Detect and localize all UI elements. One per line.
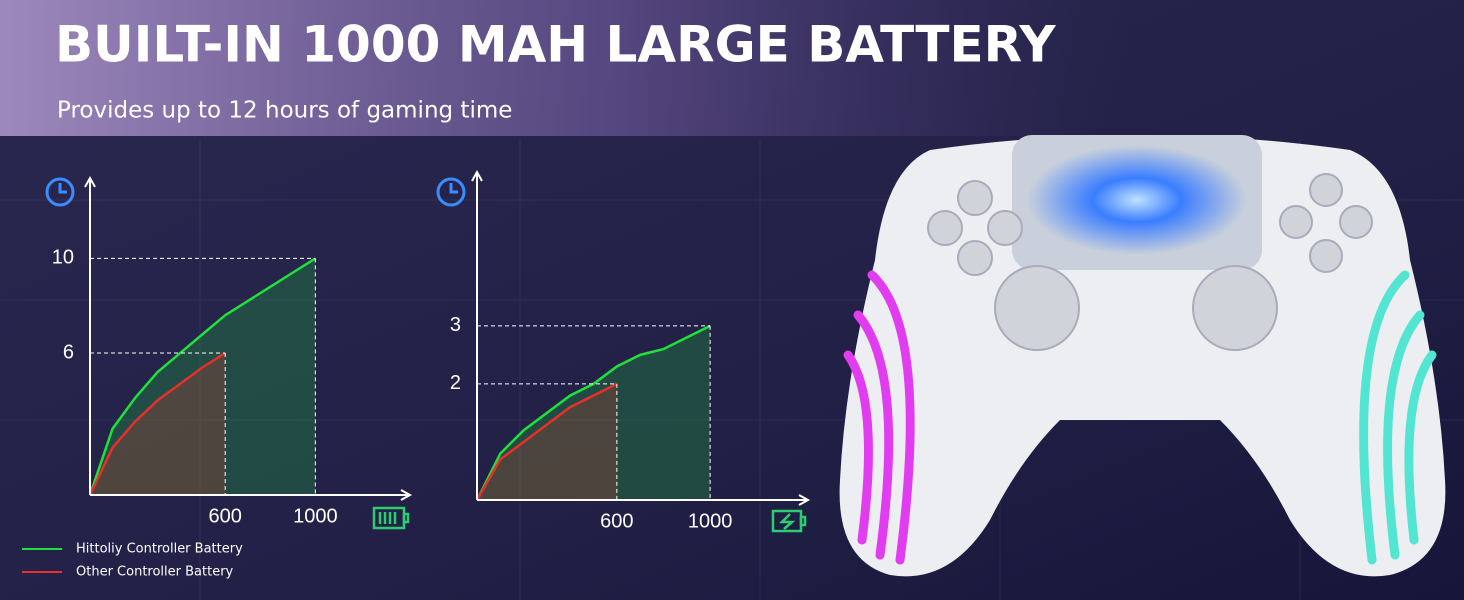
clock-icon <box>45 177 466 207</box>
title-banner <box>0 0 1130 136</box>
y-tick-label: 10 <box>52 247 74 269</box>
axis <box>84 175 413 501</box>
line <box>475 324 711 501</box>
subtitle: Provides up to 12 hours of gaming time <box>57 98 512 124</box>
title: BUILT-IN 1000 MAH LARGE BATTERY <box>55 16 1056 74</box>
y-tick-label: 2 <box>450 372 461 394</box>
battery-icon <box>372 506 807 533</box>
area <box>477 325 711 500</box>
line <box>88 352 226 496</box>
line <box>88 257 317 496</box>
x-tick-label: 600 <box>209 505 242 527</box>
y-tick-label: 6 <box>63 341 74 363</box>
x-tick-label: 600 <box>600 510 633 532</box>
area <box>477 383 617 500</box>
y-tick-label: 3 <box>450 314 461 336</box>
x-tick-label: 1000 <box>293 505 338 527</box>
area <box>90 258 316 495</box>
line <box>475 382 618 501</box>
area <box>90 353 226 495</box>
legend-label: Other Controller Battery <box>76 565 234 580</box>
axis <box>471 169 811 506</box>
x-tick-label: 1000 <box>688 510 733 532</box>
legend-label: Hittoliy Controller Battery <box>76 542 243 557</box>
controller-image <box>839 135 1446 577</box>
